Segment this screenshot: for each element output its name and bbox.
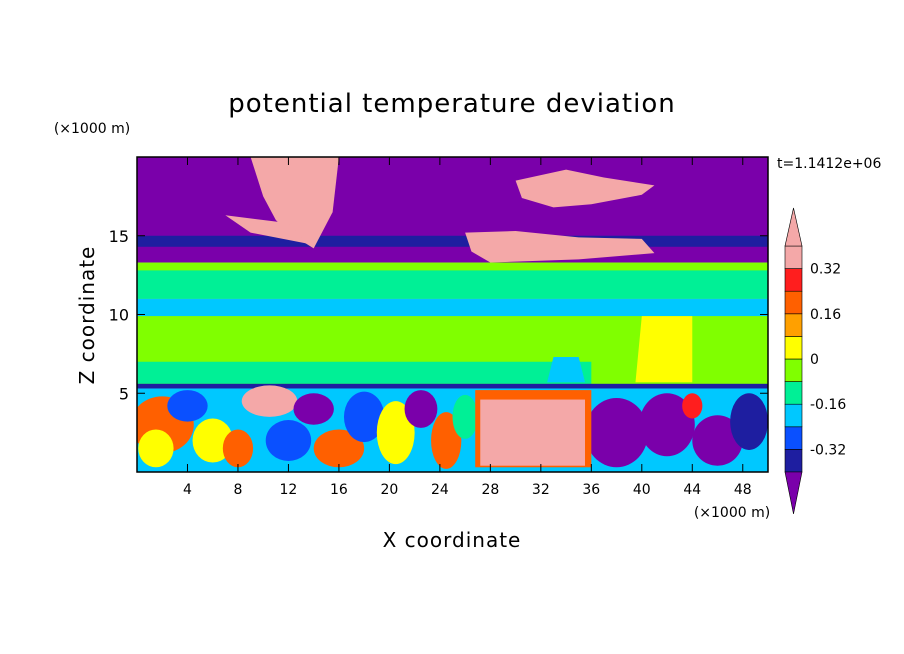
lower-eddy	[682, 393, 703, 419]
x-tick-label: 20	[380, 482, 398, 498]
lower-eddy	[639, 393, 695, 457]
mid-cool-region	[547, 357, 586, 383]
x-tick-label: 36	[582, 482, 600, 498]
x-axis: 4 8 12 16 20 24 28 32 36 40 44 48	[183, 157, 752, 498]
colorbar-swatch	[784, 449, 803, 473]
colorbar-tick-label: 0	[810, 352, 819, 368]
colorbar-swatch	[784, 381, 803, 405]
y-axis-title: Z coordinate	[75, 246, 99, 385]
inversion-line	[137, 383, 768, 389]
colorbar-extend-min	[784, 471, 803, 515]
upper-plume-left-tail	[225, 215, 308, 244]
upper-plume-center	[465, 231, 655, 263]
colorbar-tick-label: 0.16	[810, 307, 841, 323]
lower-eddy	[293, 393, 334, 425]
colorbar: 0.32 0.16 0 -0.16 -0.32	[784, 207, 846, 515]
middle-band-upper	[137, 270, 768, 299]
x-tick-label: 44	[683, 482, 701, 498]
lower-eddy	[138, 429, 174, 468]
x-axis-title: X coordinate	[383, 528, 522, 552]
colorbar-swatch	[784, 313, 803, 337]
lower-eddy	[192, 418, 233, 463]
x-unit-label: (×1000 m)	[694, 505, 770, 521]
lower-eddy	[222, 429, 254, 468]
contour-field	[137, 157, 768, 472]
lower-eddy	[313, 429, 365, 468]
colorbar-swatch	[784, 336, 803, 360]
x-tick-label: 16	[330, 482, 348, 498]
y-axis: 5 10 15	[109, 227, 768, 403]
lower-eddy	[167, 390, 208, 422]
y-unit-label: (×1000 m)	[54, 121, 130, 137]
x-tick-label: 40	[633, 482, 651, 498]
y-tick-label: 10	[109, 306, 129, 325]
x-tick-label: 48	[734, 482, 752, 498]
colorbar-tick-label: -0.16	[810, 397, 846, 413]
lower-eddy	[730, 393, 768, 450]
y-tick-label: 15	[109, 227, 129, 246]
x-tick-label: 32	[532, 482, 550, 498]
upper-plume-left	[250, 157, 339, 249]
colorbar-tick-label: -0.32	[810, 442, 846, 458]
x-tick-label: 8	[233, 482, 242, 498]
lower-eddy	[343, 391, 385, 443]
lower-eddy	[692, 415, 743, 466]
warm-anomaly-core	[480, 399, 586, 466]
colorbar-swatch	[784, 358, 803, 382]
y-tick-label: 5	[119, 384, 129, 403]
lower-eddy	[376, 401, 415, 465]
chart-title: potential temperature deviation	[228, 89, 675, 119]
x-tick-label: 12	[280, 482, 298, 498]
colorbar-extend-max	[784, 207, 803, 247]
colorbar-swatch	[784, 245, 803, 269]
time-label: t=1.1412e+06	[777, 156, 881, 172]
lower-eddy	[452, 394, 478, 439]
lower-eddy	[241, 385, 298, 417]
cyan-band	[137, 298, 768, 317]
mid-warm-region	[635, 316, 693, 383]
x-tick-label: 4	[183, 482, 192, 498]
lower-green-band	[137, 361, 592, 384]
lower-eddy	[404, 390, 438, 428]
x-tick-label: 24	[431, 482, 449, 498]
colorbar-swatch	[784, 403, 803, 428]
colorbar-swatch	[784, 290, 803, 315]
lower-eddy	[585, 397, 649, 468]
tropopause-band	[137, 235, 768, 247]
colorbar-swatch	[784, 268, 803, 292]
x-tick-label: 28	[481, 482, 499, 498]
colorbar-tick-label: 0.32	[810, 262, 841, 278]
colorbar-swatch	[784, 426, 803, 450]
upper-plume-right	[515, 169, 655, 208]
lower-eddy	[265, 420, 312, 461]
